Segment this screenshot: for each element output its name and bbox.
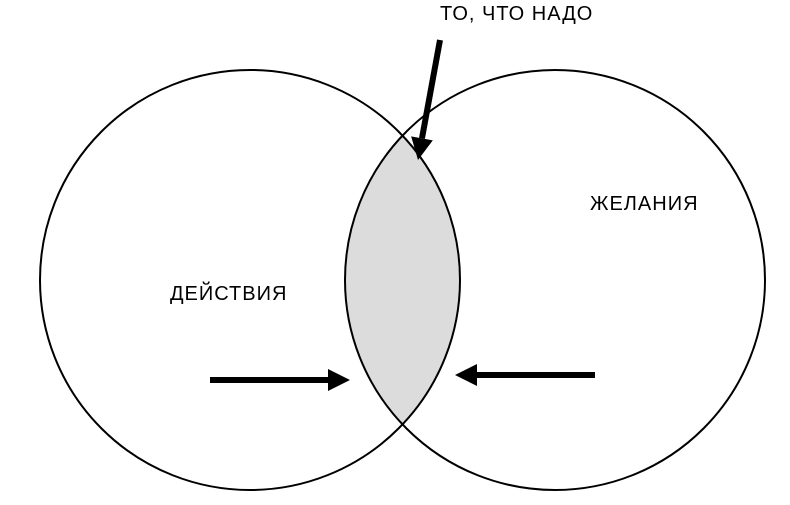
label-left: ДЕЙСТВИЯ: [170, 281, 287, 305]
label-right: ЖЕЛАНИЯ: [590, 193, 699, 215]
label-top: ТО, ЧТО НАДО: [440, 3, 593, 25]
